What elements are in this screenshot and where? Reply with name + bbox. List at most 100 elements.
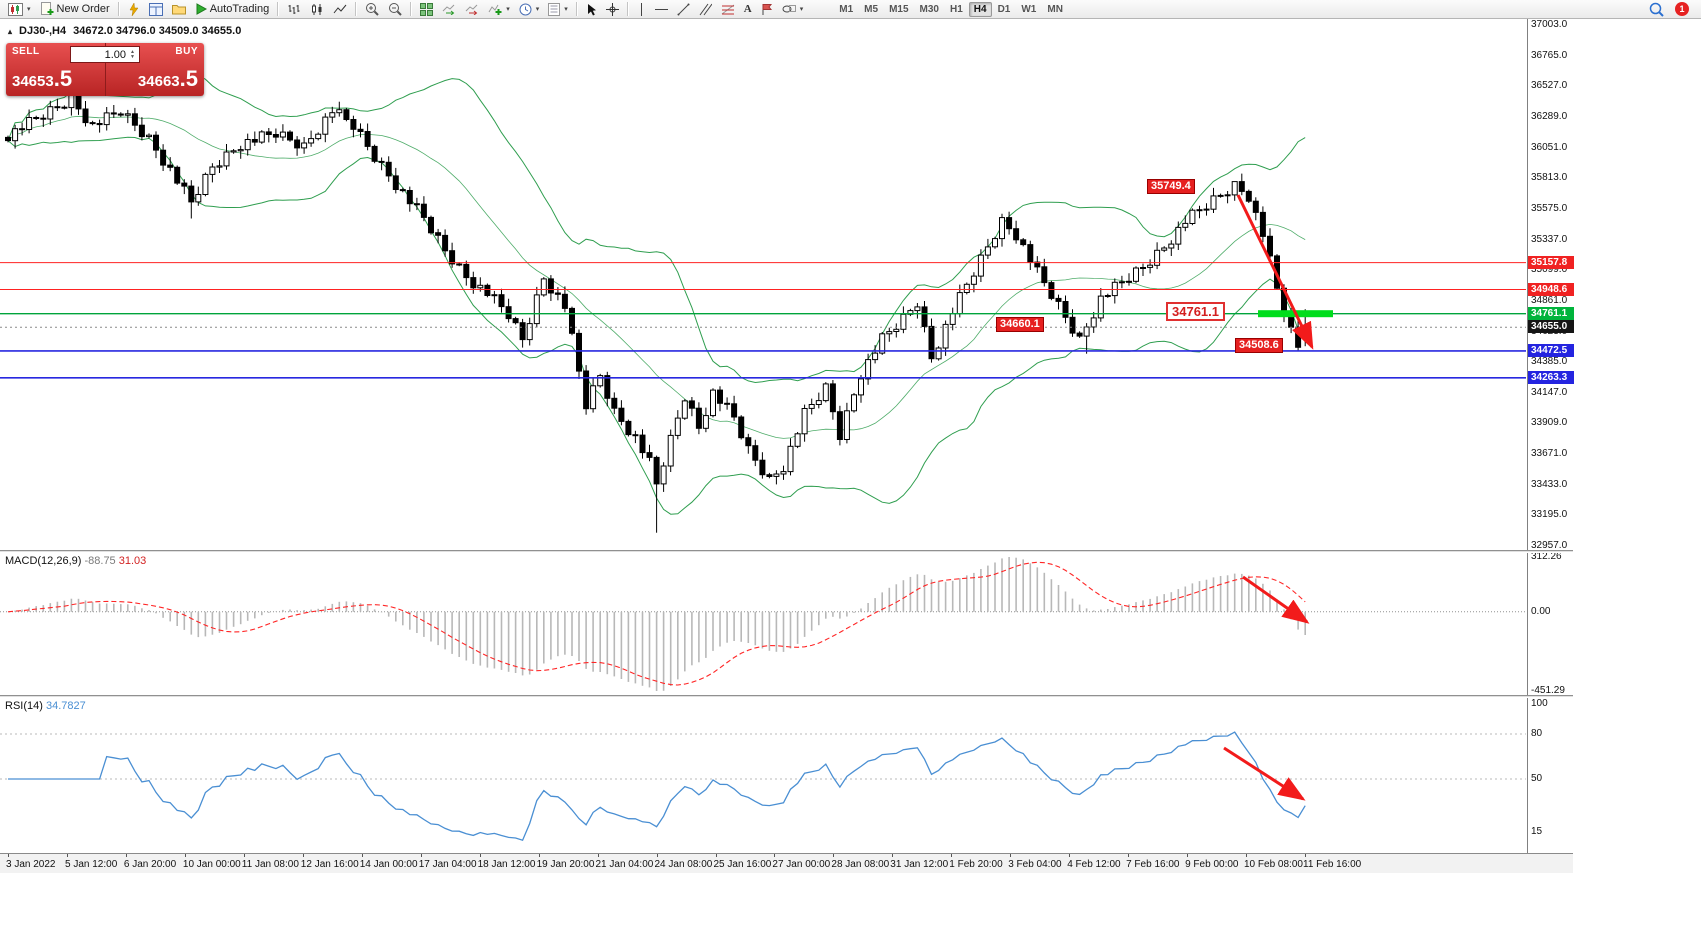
new-chart-button[interactable]: ▾ [4,1,35,18]
one-click-collapse-arrow[interactable]: ▴ [8,26,13,36]
price-axis-badge-34761.1: 34761.1 [1528,306,1574,320]
rsi-canvas[interactable] [0,698,1526,853]
price-axis-tick: 36527.0 [1531,80,1568,92]
toolbar-separator [117,2,120,16]
zoom-in-button[interactable] [361,1,383,18]
buy-price: 34663.5 [137,66,198,91]
label-tool-button[interactable] [757,1,777,18]
new-order-button[interactable]: New Order [36,1,114,18]
crosshair-tool-button[interactable] [602,1,623,18]
price-annotation-34508.6: 34508.6 [1235,338,1283,353]
vertical-line-tool-button[interactable] [633,1,650,18]
zoom-out-button[interactable] [384,1,406,18]
tile-windows-button[interactable] [416,1,437,18]
time-axis-tick [597,854,599,857]
autotrading-button[interactable]: AutoTrading [191,1,274,18]
rsi-panel[interactable]: RSI(14) 34.7827 [0,698,1526,853]
time-axis-label: 10 Jan 00:00 [182,859,241,870]
line-chart-mode-button[interactable] [329,1,351,18]
chart-annotations-layer: 35749.4 34660.1 34761.1 34508.6 [0,19,1526,550]
time-axis-tick [243,854,245,857]
time-axis[interactable]: 3 Jan 2022 5 Jan 12:00 6 Jan 20:00 10 Jan 0… [0,853,1573,873]
candlestick-mode-button[interactable] [306,1,328,18]
macd-panel[interactable]: MACD(12,26,9) -88.75 31.03 [0,553,1526,695]
lot-size-input[interactable]: 1.00 ▲ ▼ [70,46,140,63]
time-axis-tick [479,854,481,857]
lot-spinner[interactable]: ▲ ▼ [130,48,135,60]
price-axis-tick: 36051.0 [1531,141,1568,153]
toolbar-right-group: 1 [1645,1,1697,18]
time-axis-label: 5 Jan 12:00 [65,859,118,870]
rsi-axis-label: 15 [1531,825,1543,837]
templates-button[interactable]: ▾ [544,1,572,18]
lightning-icon [128,2,140,16]
chevron-down-icon: ▾ [506,6,510,13]
main-chart-canvas[interactable] [0,19,1526,550]
timeframe-button-m15[interactable]: M15 [889,3,909,15]
indicators-button[interactable]: ▾ [484,1,514,18]
trend-arrow [1236,194,1314,350]
time-axis-tick [302,854,304,857]
toolbar: ▾ New Order AutoTr [0,0,1701,19]
bar-chart-mode-button[interactable] [283,1,305,18]
text-tool-button[interactable]: A [740,1,756,18]
time-axis-tick [1069,854,1071,857]
bars-chart-icon [287,3,301,16]
time-axis-label: 25 Jan 16:00 [713,859,772,870]
macd-main-value: -88.75 [84,555,116,567]
notifications-badge[interactable]: 1 [1675,2,1689,16]
periods-button[interactable]: ▾ [515,1,544,18]
main-chart-panel[interactable]: 35749.4 34660.1 34761.1 34508.6 ▴ DJ30-,H4 … [0,19,1526,550]
bollinger-middle-band [7,115,1306,439]
time-axis-tick [951,854,953,857]
rsi-axis-label: 100 [1531,698,1548,709]
timeframe-button-h1[interactable]: H1 [949,3,963,15]
fibonacci-icon [721,3,735,16]
channel-tool-button[interactable] [695,1,716,18]
panel-splitter[interactable] [0,550,1573,553]
price-axis-tick: 35099.0 [1531,264,1568,276]
panel-splitter[interactable] [0,695,1573,698]
time-axis-label: 28 Jan 08:00 [831,859,890,870]
time-axis-tick [67,854,68,857]
timeframe-button-mn[interactable]: MN [1047,3,1063,15]
macd-arrow [1242,575,1310,624]
rsi-line [8,731,1306,841]
timeframe-button-m5[interactable]: M5 [864,3,879,15]
cursor-tool-button[interactable] [582,1,601,18]
price-annotation-35749.4: 35749.4 [1147,179,1195,194]
horizontal-line-tool-button[interactable] [651,1,672,18]
new-order-label: New Order [56,3,110,15]
navigator-button[interactable] [168,1,190,18]
price-axis-badge-34655.0: 34655.0 [1528,320,1574,334]
rsi-axis-label: 50 [1531,773,1543,784]
price-annotation-34660.1: 34660.1 [996,317,1044,332]
timeframe-button-w1[interactable]: W1 [1021,3,1037,15]
trendline-icon [677,3,690,16]
time-axis-label: 21 Jan 04:00 [595,859,654,870]
trendline-tool-button[interactable] [673,1,694,18]
timeframe-button-h4[interactable]: H4 [968,1,992,17]
chart-shift-button[interactable] [461,1,483,18]
search-button[interactable] [1645,1,1668,18]
market-watch-button[interactable] [145,1,167,18]
timeframe-button-d1[interactable]: D1 [997,3,1011,15]
sell-price: 34653.5 [12,66,73,91]
expert-advisors-button[interactable] [124,1,144,18]
macd-canvas[interactable] [0,553,1526,695]
time-axis-tick [361,854,363,857]
timeframe-button-m30[interactable]: M30 [919,3,939,15]
vertical-line-icon [637,2,646,16]
auto-scroll-button[interactable] [438,1,460,18]
shapes-tool-button[interactable]: ▾ [778,1,808,18]
chart-window[interactable]: 35749.4 34660.1 34761.1 34508.6 ▴ DJ30-,H4 … [0,19,1574,873]
horizontal-line-icon [654,5,668,14]
timeframe-button-m1[interactable]: M1 [839,3,854,15]
buy-label: BUY [175,46,198,57]
price-axis-badge-34948.6: 34948.6 [1528,282,1574,296]
one-click-trading-panel: SELL 34653.5 BUY 34663.5 1.00 ▲ ▼ [6,43,204,96]
price-axis[interactable]: 37003.0 36765.0 36527.0 36289.0 36051.0 35813… [1527,19,1574,853]
macd-axis-label: 312.26 [1531,551,1562,562]
fibonacci-tool-button[interactable] [717,1,739,18]
new-chart-icon [8,2,23,16]
